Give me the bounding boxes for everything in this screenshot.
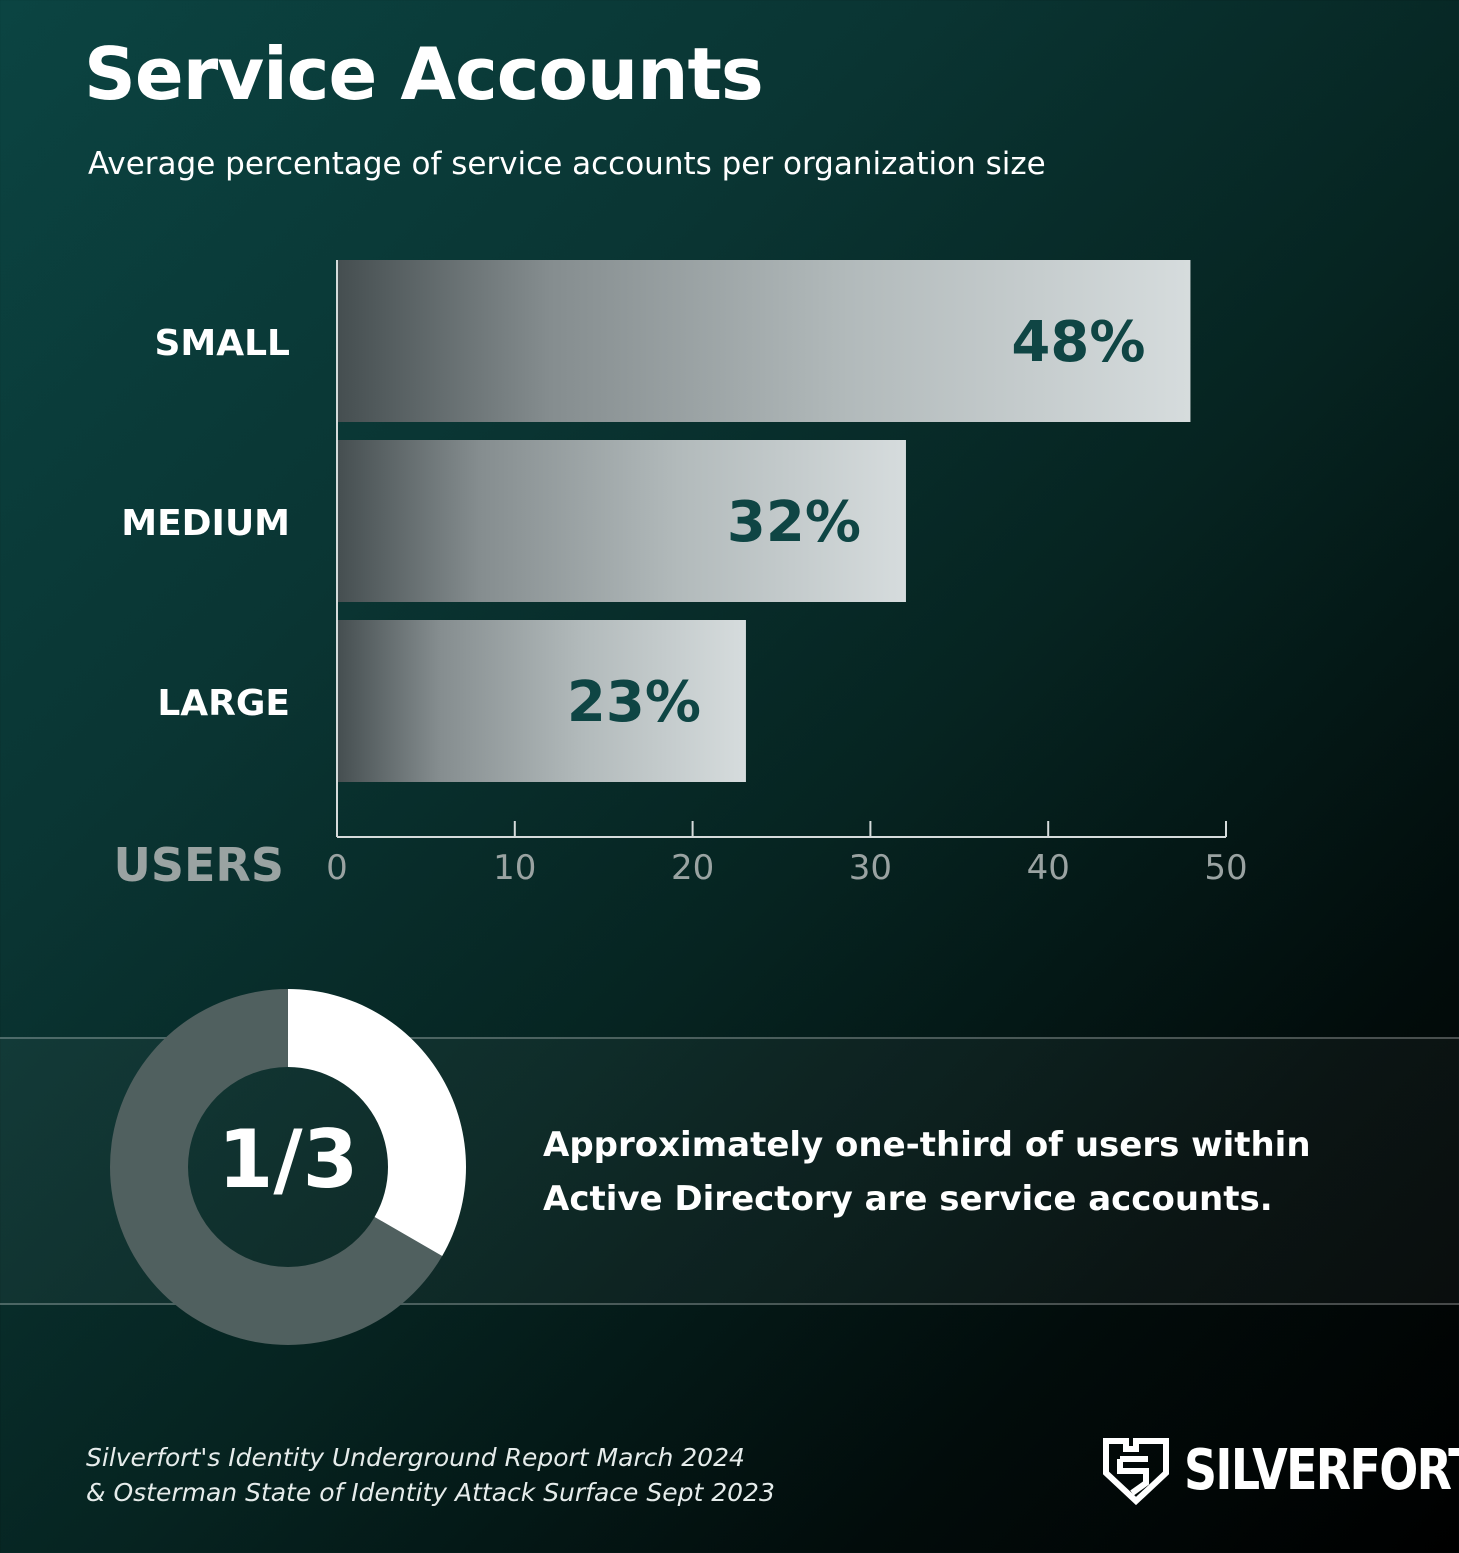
donut-filled-segment	[288, 989, 466, 1256]
category-label: MEDIUM	[121, 503, 290, 544]
page-title: Service Accounts	[84, 32, 764, 116]
donut-rest-segment	[110, 989, 443, 1345]
x-axis-label: USERS	[114, 838, 284, 892]
bar-chart: 48% SMALL 32% MEDIUM 23% LARGE 0 10 20 30 40 50 USE…	[114, 260, 1248, 892]
page-subtitle: Average percentage of service accounts p…	[88, 146, 1046, 182]
donut-chart	[110, 989, 466, 1345]
source-line: & Osterman State of Identity Attack Surf…	[86, 1478, 775, 1507]
x-tick-label: 10	[493, 848, 536, 888]
source-line: Silverfort's Identity Underground Report…	[86, 1443, 745, 1472]
stat-line: Active Directory are service accounts.	[543, 1179, 1273, 1220]
bar	[337, 620, 746, 782]
silverfort-logo: SILVERFORT	[1102, 1437, 1459, 1505]
x-tick-label: 40	[1027, 848, 1070, 888]
bar-value-label: 32%	[727, 490, 861, 555]
category-label: LARGE	[157, 683, 290, 724]
logo-text: SILVERFORT	[1184, 1438, 1459, 1503]
category-label: SMALL	[155, 323, 291, 364]
source-citation: Silverfort's Identity Underground Report…	[86, 1440, 775, 1510]
bar-value-label: 23%	[567, 670, 701, 735]
bar-value-label: 48%	[1011, 310, 1145, 375]
bar	[337, 440, 906, 602]
x-tick-label: 20	[671, 848, 714, 888]
shield-logo-icon	[1103, 1438, 1169, 1505]
donut-label: 1/3	[217, 1113, 359, 1206]
x-tick-label: 50	[1204, 848, 1247, 888]
x-tick-label: 0	[326, 848, 348, 888]
bar	[337, 260, 1191, 422]
x-tick-label: 30	[849, 848, 892, 888]
stat-text: Approximately one-third of users within …	[543, 1118, 1403, 1227]
stat-line: Approximately one-third of users within	[543, 1125, 1311, 1165]
